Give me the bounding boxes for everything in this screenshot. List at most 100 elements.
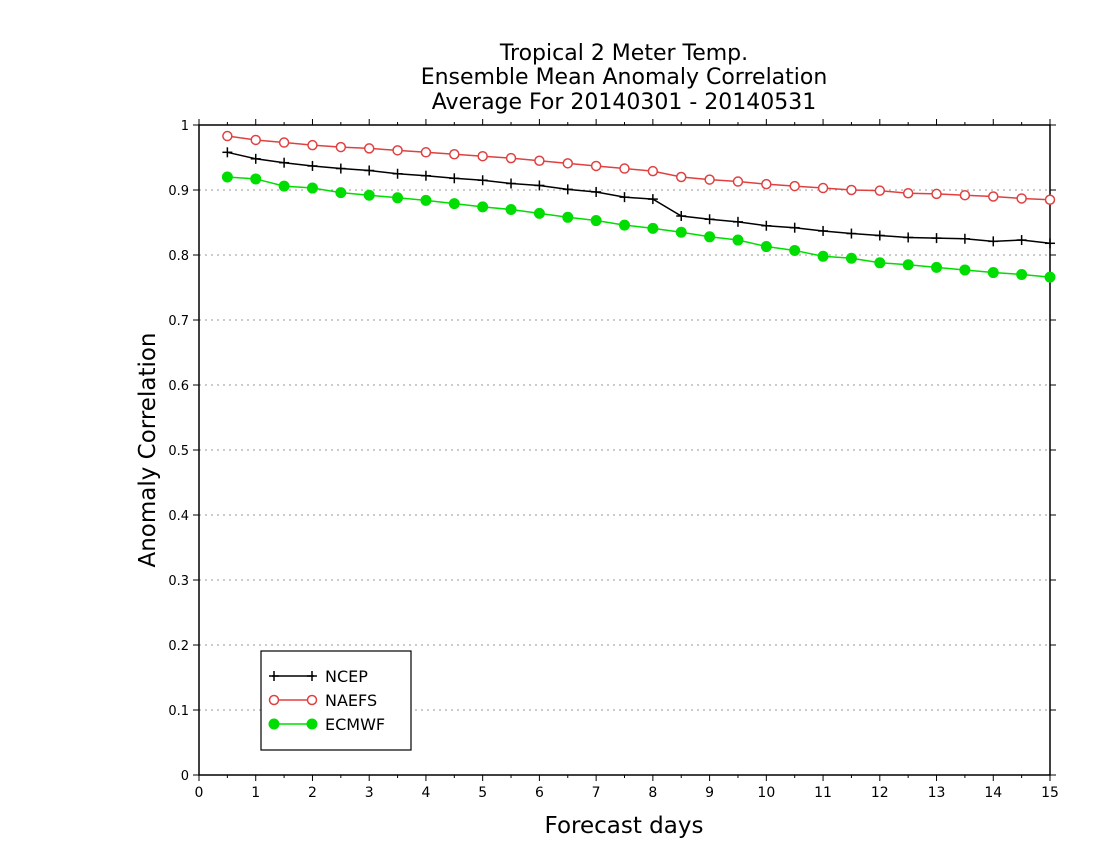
y-tick-label: 0.5 <box>168 444 189 459</box>
y-tick-label: 0 <box>181 769 189 784</box>
legend-marker-start <box>268 694 280 706</box>
data-point-ncep <box>818 225 829 236</box>
x-tick-label: 10 <box>757 785 775 801</box>
x-tick-label: 14 <box>984 785 1002 801</box>
data-point-ecmwf <box>789 244 801 256</box>
data-point-naefs <box>392 145 403 156</box>
data-point-ecmwf <box>505 204 517 215</box>
data-point-ecmwf <box>675 226 687 238</box>
legend-entry-ncep: NCEP <box>269 667 368 686</box>
data-point-naefs <box>222 130 233 142</box>
data-point-ncep <box>250 153 261 164</box>
data-point-ncep <box>477 175 488 186</box>
data-point-naefs <box>1044 194 1056 205</box>
data-point-naefs <box>931 188 942 200</box>
legend-marker-start <box>269 671 279 681</box>
data-point-ncep <box>846 228 857 239</box>
data-point-naefs <box>278 137 290 148</box>
y-tick-label: 0.7 <box>168 314 189 329</box>
data-point-ecmwf <box>959 264 971 276</box>
data-point-naefs <box>675 171 687 183</box>
data-point-ecmwf <box>420 194 432 206</box>
legend-entry-naefs: NAEFS <box>268 691 377 710</box>
legend-marker-end <box>306 718 318 730</box>
data-point-naefs <box>590 160 602 172</box>
x-tick-label: 15 <box>1041 785 1059 801</box>
gridlines <box>199 189 1050 711</box>
data-point-ncep <box>874 230 885 241</box>
x-tick-label: 8 <box>648 785 657 801</box>
legend-label-ecmwf: ECMWF <box>325 715 385 734</box>
data-point-ecmwf <box>306 182 318 194</box>
data-point-naefs <box>959 189 971 201</box>
data-point-ncep <box>506 178 517 189</box>
chart-title-line-1: Tropical 2 Meter Temp. <box>499 41 748 66</box>
data-point-naefs <box>817 182 829 194</box>
data-point-ncep <box>647 194 658 205</box>
axes: 00.10.20.30.40.50.60.70.80.910 1 2 3 4 5 6 7 8 9 1… <box>168 119 1059 801</box>
data-point-ecmwf <box>562 211 574 223</box>
data-point-ecmwf <box>817 250 829 262</box>
data-point-naefs <box>363 143 375 154</box>
data-point-ncep <box>1016 235 1027 246</box>
data-point-ecmwf <box>902 259 914 271</box>
data-point-ncep <box>591 186 602 197</box>
data-point-ecmwf <box>250 173 262 185</box>
chart-title: Tropical 2 Meter Temp. Ensemble Mean Ano… <box>421 41 828 115</box>
data-point-ncep <box>761 220 772 231</box>
data-point-ecmwf <box>392 192 404 204</box>
data-point-naefs <box>732 176 744 187</box>
x-tick-label: 11 <box>814 785 832 801</box>
data-point-ecmwf <box>278 180 290 192</box>
data-point-ncep <box>1045 238 1055 249</box>
x-tick-label: 1 <box>251 785 260 801</box>
data-point-ncep <box>959 233 970 244</box>
data-point-ecmwf <box>221 171 233 183</box>
y-tick-label: 0.4 <box>168 509 189 524</box>
data-point-naefs <box>704 174 715 185</box>
y-tick-label: 1 <box>181 119 189 134</box>
data-point-ecmwf <box>704 231 716 243</box>
x-tick-label: 7 <box>592 785 601 801</box>
data-point-naefs <box>335 141 347 153</box>
x-axis-label: Forecast days <box>545 813 704 839</box>
data-point-naefs <box>449 149 460 160</box>
x-tick-label: 9 <box>705 785 714 801</box>
x-tick-label: 0 <box>195 785 204 801</box>
data-point-ncep <box>903 232 914 243</box>
y-tick-label: 0.1 <box>168 704 189 719</box>
data-point-ncep <box>704 214 715 225</box>
data-point-naefs <box>874 185 886 196</box>
x-tick-label: 6 <box>535 785 544 801</box>
y-axis-label: Anomaly Correlation <box>135 332 161 567</box>
data-point-naefs <box>846 184 857 196</box>
data-point-ecmwf <box>477 201 489 213</box>
data-point-ecmwf <box>931 261 943 273</box>
data-point-naefs <box>789 180 800 192</box>
data-point-naefs <box>250 134 261 146</box>
legend-marker-end <box>307 671 317 681</box>
data-point-naefs <box>477 150 488 162</box>
legend-entry-ecmwf: ECMWF <box>268 715 385 734</box>
data-point-ecmwf <box>874 257 886 269</box>
data-point-naefs <box>761 178 772 190</box>
data-point-naefs <box>534 155 545 166</box>
data-point-ecmwf <box>987 267 999 279</box>
x-tick-label: 5 <box>478 785 487 801</box>
data-point-ecmwf <box>590 215 602 227</box>
data-point-ncep <box>562 184 573 195</box>
legend-marker-end <box>306 694 318 706</box>
data-point-ncep <box>988 236 999 247</box>
data-point-naefs <box>1016 193 1027 204</box>
data-point-naefs <box>307 139 318 151</box>
data-point-ecmwf <box>363 189 375 201</box>
data-point-ncep <box>420 170 431 181</box>
data-point-ecmwf <box>760 241 772 253</box>
data-point-ncep <box>619 192 630 203</box>
data-point-ecmwf <box>845 252 857 264</box>
x-tick-label: 4 <box>421 785 430 801</box>
data-point-naefs <box>505 152 517 164</box>
y-tick-label: 0.6 <box>168 379 189 394</box>
series-lines <box>221 130 1056 283</box>
